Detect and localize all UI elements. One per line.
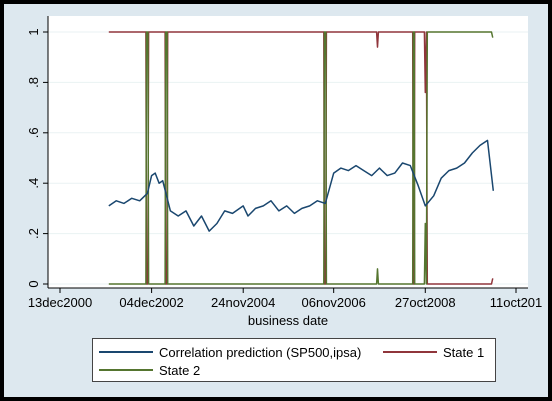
legend-swatch-state1 — [383, 351, 437, 353]
x-tick-label: 27oct2008 — [395, 295, 456, 310]
x-tick-label: 11oct201 — [490, 295, 543, 310]
chart-frame: 0 .2 .4 .6 .8 1 13dec2000 04dec2002 24nov2004 06… — [4, 4, 548, 397]
y-tick-label: 0 — [26, 280, 41, 287]
legend-entry-correlation: Correlation prediction (SP500,ipsa) — [99, 343, 361, 361]
x-tick-label: 24nov2004 — [211, 295, 275, 310]
x-ticks: 13dec2000 04dec2002 24nov2004 06nov2006 27oc… — [28, 288, 542, 310]
y-tick-label: .2 — [26, 228, 41, 239]
plot-area — [48, 16, 528, 288]
x-tick-label: 06nov2006 — [302, 295, 366, 310]
y-tick-label: 1 — [26, 28, 41, 35]
legend: Correlation prediction (SP500,ipsa) Stat… — [92, 338, 496, 382]
series-line-correlation — [108, 139, 495, 232]
axes — [47, 16, 528, 289]
series-line-state2 — [108, 31, 494, 285]
y-tick-label: .8 — [26, 77, 41, 88]
legend-label-state2: State 2 — [159, 362, 201, 378]
y-ticks: 0 .2 .4 .6 .8 1 — [26, 28, 48, 288]
legend-label-state1: State 1 — [443, 344, 485, 360]
legend-entry-state1: State 1 — [383, 343, 484, 361]
legend-swatch-state2 — [99, 369, 153, 371]
y-tick-label: .6 — [26, 127, 41, 138]
x-tick-label: 04dec2002 — [119, 295, 183, 310]
x-tick-label: 13dec2000 — [28, 295, 92, 310]
x-axis-title: business date — [248, 313, 328, 328]
legend-label-correlation: Correlation prediction (SP500,ipsa) — [159, 344, 362, 360]
legend-entry-state2: State 2 — [99, 361, 200, 379]
y-tick-label: .4 — [26, 178, 41, 189]
series-lines — [108, 31, 495, 285]
legend-swatch-correlation — [99, 351, 153, 353]
chart-plot: 0 .2 .4 .6 .8 1 13dec2000 04dec2002 24nov2004 06… — [26, 16, 542, 328]
